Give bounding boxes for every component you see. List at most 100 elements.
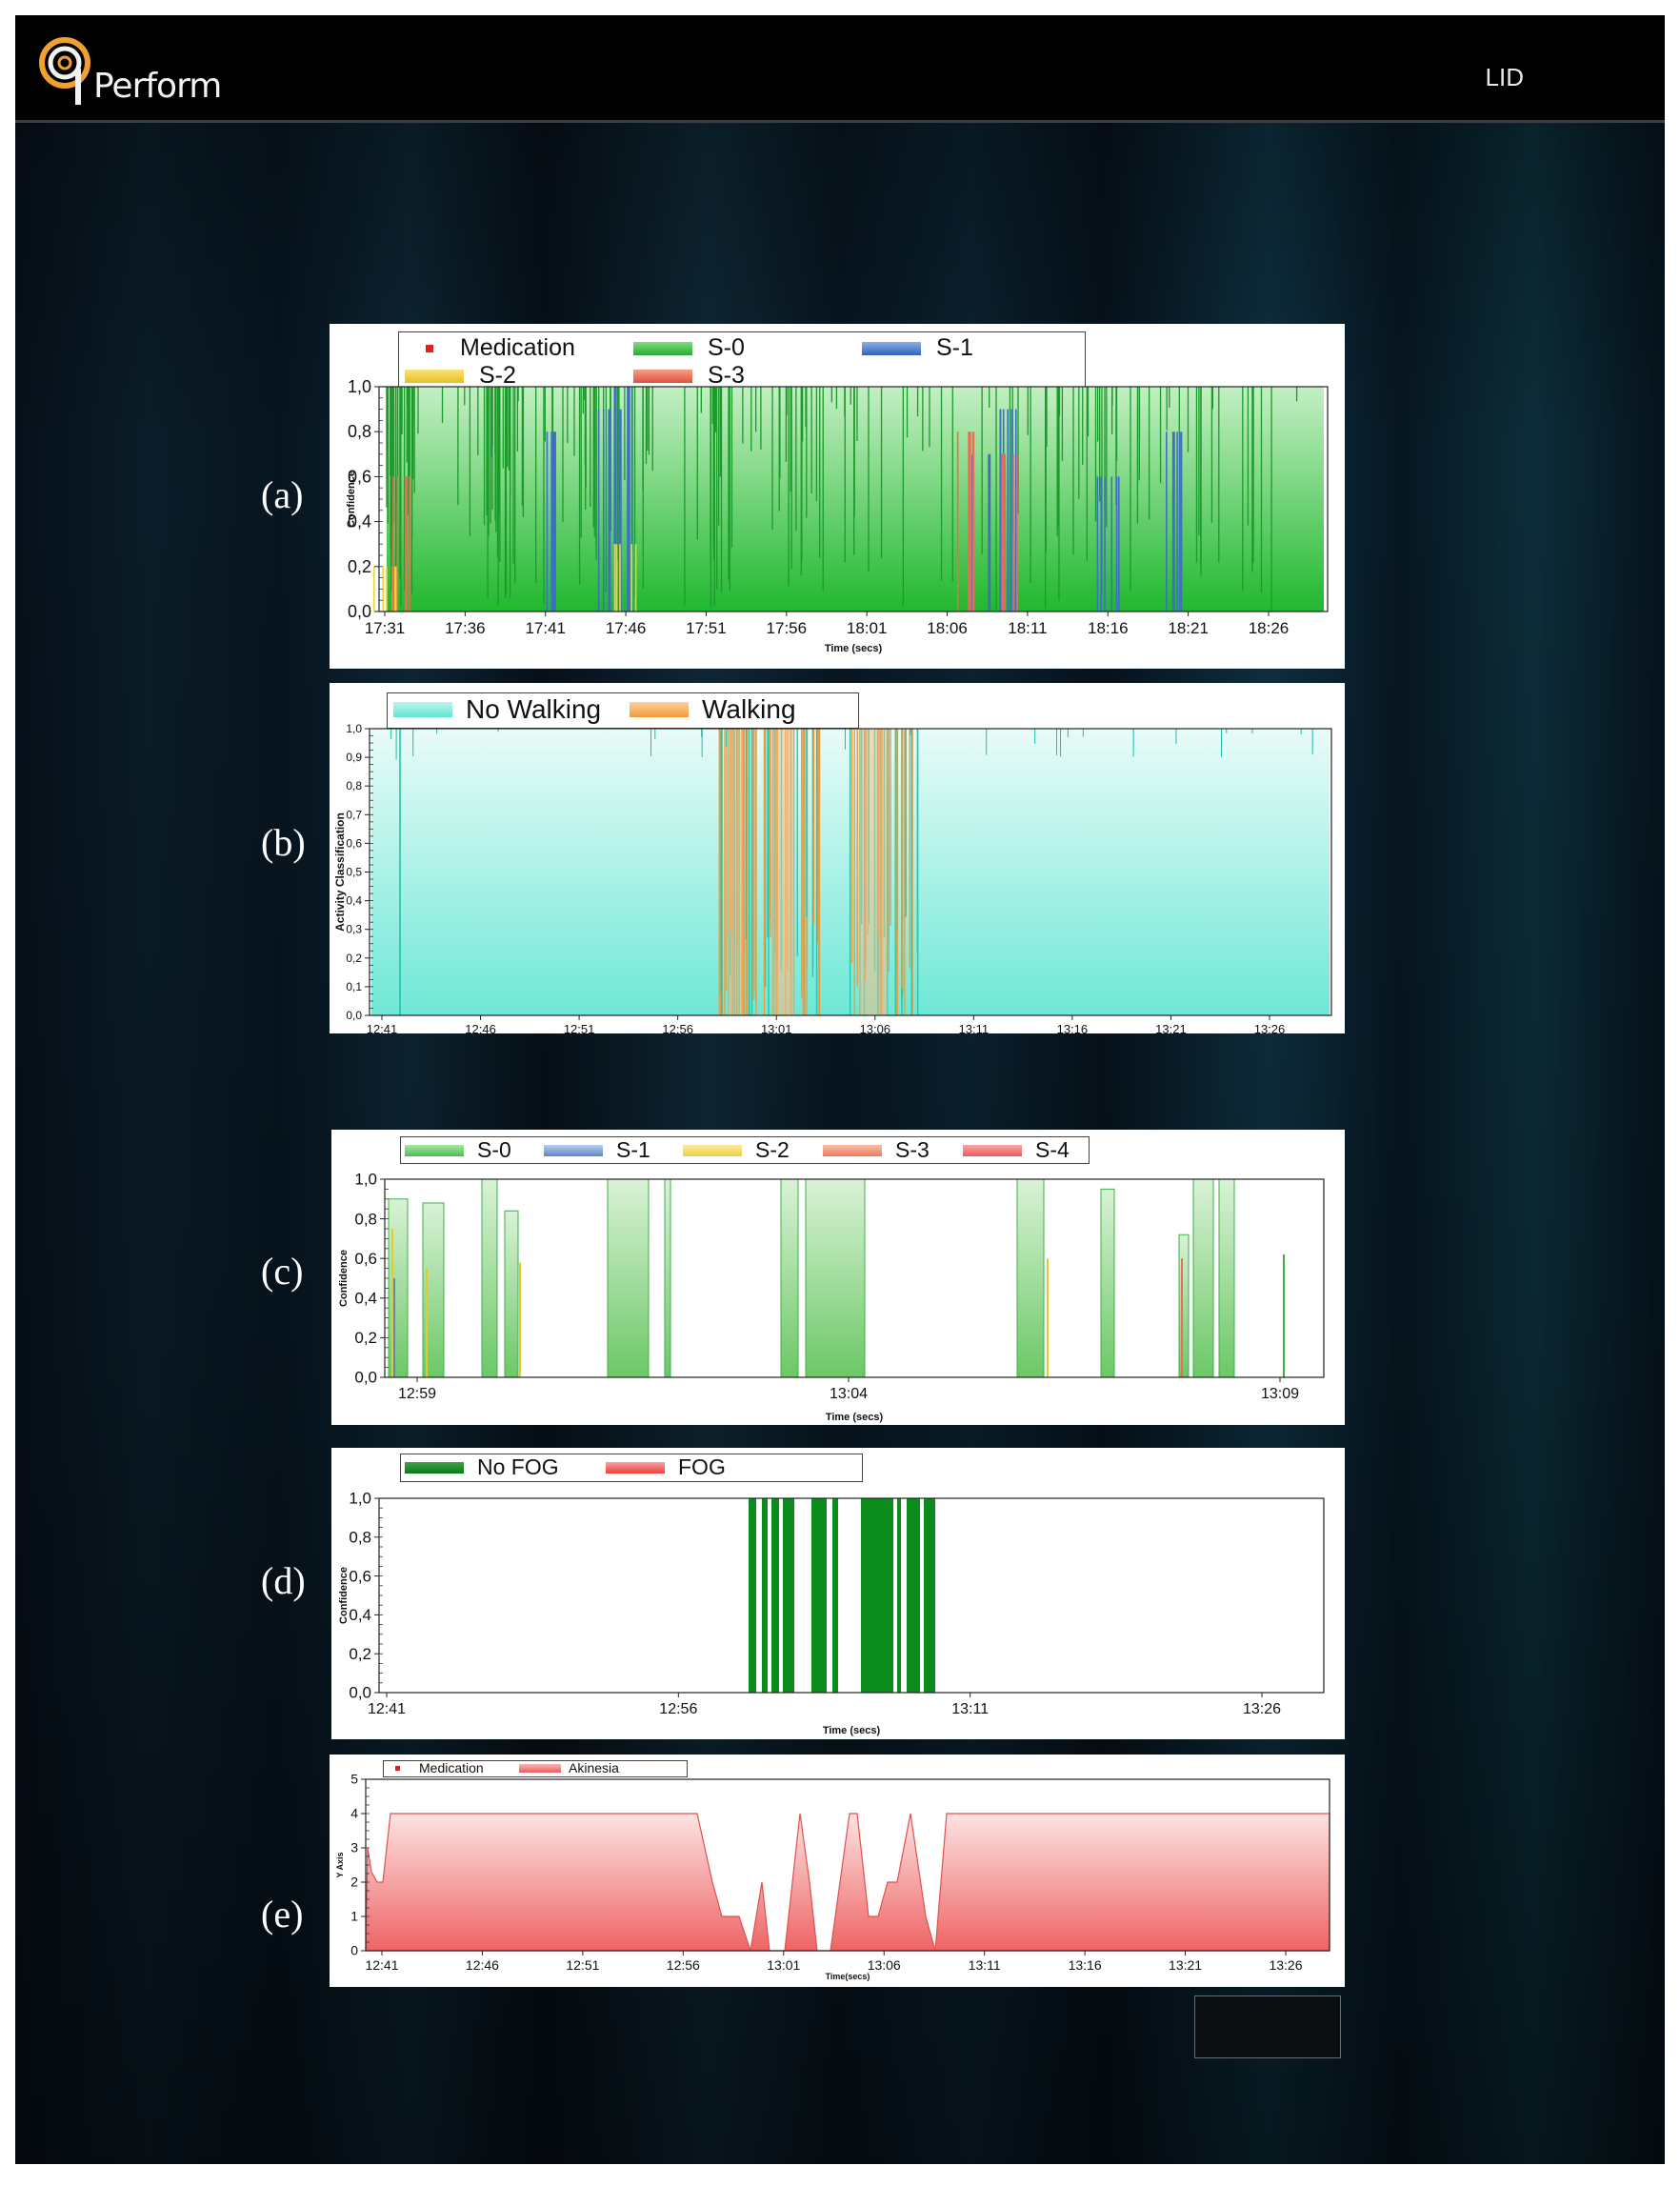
x-tick-label: 12:46: [465, 1022, 496, 1033]
legend-label: Medication: [419, 1760, 484, 1775]
x-tick-label: 13:01: [761, 1022, 792, 1033]
legend-label: S-4: [1035, 1137, 1070, 1162]
x-tick-label: 17:51: [686, 619, 727, 637]
y-tick-label: 0,6: [349, 1567, 371, 1585]
s0-block: [664, 1178, 671, 1378]
x-tick-label: 13:16: [1069, 1957, 1102, 1973]
legend-item: S-2: [405, 362, 516, 390]
legend-item: S-1: [862, 334, 973, 362]
x-tick-label: 12:41: [365, 1957, 398, 1973]
s0-block: [481, 1178, 498, 1378]
s0-block: [1100, 1188, 1115, 1378]
no-fog-bar: [897, 1498, 901, 1693]
y-tick-label: 0: [350, 1943, 358, 1958]
y-axis-label: Confidence: [346, 471, 357, 528]
y-tick-label: 0,0: [349, 1684, 371, 1702]
x-tick-label: 18:16: [1088, 619, 1129, 637]
no-fog-bar: [811, 1498, 827, 1693]
x-axis-label: Time (secs): [825, 643, 883, 654]
x-axis-label: Time (secs): [826, 1412, 884, 1423]
panel-d-label: (d): [261, 1559, 306, 1602]
chart-panel-a: Medication S-0 S-1 S-2 S-3 1,0 0,8 0,6 0,4 0…: [330, 324, 1345, 669]
y-tick-label: 0,1: [346, 980, 362, 993]
legend-item: S-3: [633, 362, 745, 390]
no-fog-bar: [749, 1498, 756, 1693]
x-tick-label: 18:11: [1008, 619, 1047, 637]
y-tick-label: 0,2: [349, 1645, 371, 1663]
chart-b-plot: 1,0 0,9 0,8 0,7 0,6 0,5 0,4 0,3 0,2 0,1 0,0 12:41 12…: [333, 722, 1332, 1033]
y-axis-label: Confidence: [338, 1567, 350, 1624]
y-tick-label: 4: [350, 1806, 358, 1821]
s0-block: [1192, 1178, 1214, 1378]
close-button[interactable]: [1194, 1995, 1341, 2058]
legend-label: No FOG: [477, 1454, 559, 1479]
y-tick-label: 0,3: [346, 923, 362, 936]
legend-item: Akinesia: [519, 1760, 619, 1775]
chart-a-legend: Medication S-0 S-1 S-2 S-3: [398, 331, 1086, 391]
x-tick-label: 13:26: [1269, 1957, 1302, 1973]
x-tick-label: 12:56: [659, 1701, 697, 1717]
chart-panel-d: No FOG FOG 1,0 0,8 0,6 0,4 0,2 0,0 12:41 12:56 1…: [331, 1448, 1345, 1739]
chart-b-legend: No Walking Walking: [387, 692, 859, 729]
legend-label: Akinesia: [569, 1760, 619, 1775]
legend-label: Walking: [702, 694, 796, 724]
walking-area: [859, 729, 888, 1015]
chart-d-plot: 1,0 0,8 0,6 0,4 0,2 0,012:41 12:56 13:11 13:26 Ti…: [338, 1490, 1325, 1736]
x-axis-label: Time(secs): [826, 1972, 870, 1981]
x-tick-label: 12:41: [367, 1022, 398, 1033]
legend-label: S-2: [479, 362, 516, 389]
legend-item: S-3: [823, 1137, 930, 1163]
chart-c-legend: S-0 S-1 S-2 S-3 S-4: [400, 1136, 1090, 1164]
y-tick-label: 1,0: [348, 377, 371, 396]
x-tick-label: 13:21: [1155, 1022, 1187, 1033]
x-tick-label: 12:51: [564, 1022, 595, 1033]
x-tick-label: 13:16: [1057, 1022, 1089, 1033]
y-tick-label: 3: [350, 1840, 358, 1855]
y-tick-label: 2: [350, 1875, 358, 1890]
y-tick-label: 0,0: [354, 1369, 377, 1387]
x-tick-label: 13:11: [969, 1957, 1001, 1973]
logo-rings-icon: [39, 37, 90, 105]
x-tick-label: 13:09: [1261, 1386, 1299, 1402]
y-tick-label: 0,4: [346, 894, 362, 908]
legend-item: No Walking: [393, 694, 601, 725]
chart-d-legend: No FOG FOG: [400, 1454, 863, 1482]
chart-c-plot: 1,0 0,8 0,6 0,4 0,2 0,0 12:59 13:04 13:09 Time (s…: [338, 1171, 1325, 1423]
y-tick-label: 0,9: [346, 751, 362, 764]
legend-item: FOG: [606, 1454, 726, 1480]
legend-swatch: [519, 1763, 561, 1773]
s0-block: [607, 1178, 650, 1378]
s0-block: [1218, 1178, 1235, 1378]
legend-label: S-3: [895, 1137, 930, 1162]
y-tick-label: 0,2: [346, 952, 362, 965]
chart-e-plot: 5 4 3 2 1 0 12:41 12:46 12:51 12:56 13:01 13:06 13:1…: [335, 1772, 1330, 1981]
x-tick-label: 18:06: [927, 619, 968, 637]
panel-a-label: (a): [261, 473, 304, 516]
legend-swatch: [405, 369, 464, 383]
s0-block: [1178, 1233, 1190, 1378]
legend-item: S-0: [633, 334, 745, 362]
legend-swatch: [606, 1461, 665, 1474]
y-axis-label: Y Axis: [335, 1852, 345, 1877]
x-tick-label: 13:01: [767, 1957, 800, 1973]
y-tick-label: 0,5: [346, 866, 362, 879]
legend-label: S-0: [477, 1137, 511, 1162]
y-tick-label: 0,6: [348, 467, 371, 486]
x-tick-label: 13:26: [1243, 1701, 1281, 1717]
x-axis-label: Time (secs): [823, 1725, 881, 1736]
walking-area: [771, 729, 795, 1015]
x-tick-label: 13:26: [1254, 1022, 1286, 1033]
plot-frame: [378, 1497, 1325, 1694]
legend-swatch: [393, 702, 452, 717]
panel-e-label: (e): [261, 1893, 304, 1935]
s0-block: [780, 1178, 799, 1378]
medication-marker-icon: [426, 344, 433, 352]
legend-swatch: [963, 1144, 1022, 1156]
chart-panel-e: Medication Akinesia 5 4 3 2 1 0 12:41 12:46 12:5…: [330, 1755, 1345, 1987]
s0-block: [1016, 1178, 1045, 1378]
y-tick-label: 5: [350, 1772, 358, 1787]
y-tick-label: 0,8: [346, 779, 362, 792]
y-tick-label: 0,4: [354, 1289, 377, 1307]
x-tick-label: 18:21: [1168, 619, 1209, 637]
y-tick-label: 0,8: [349, 1528, 371, 1546]
